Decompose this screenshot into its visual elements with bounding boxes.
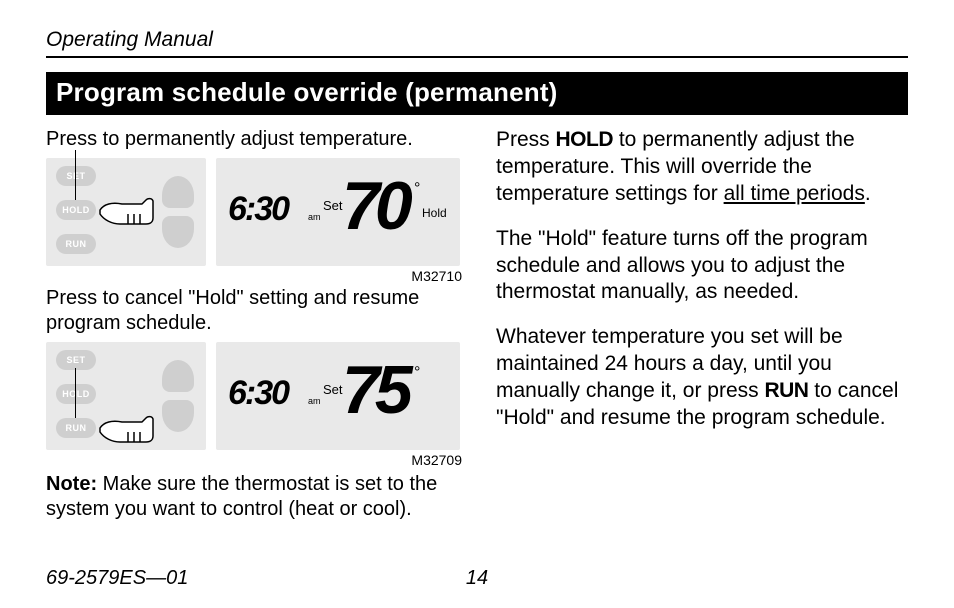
display-degree-icon: ° — [414, 364, 420, 382]
display-temperature: 70 — [342, 172, 408, 240]
figure-2: SET HOLD RUN 6:30 am Set 75 — [46, 342, 466, 450]
doc-number: 69-2579ES—01 — [46, 567, 188, 589]
right-column: Press HOLD to permanently adjust the tem… — [496, 127, 908, 522]
display-set-label: Set — [323, 198, 343, 213]
paragraph-1: Press HOLD to permanently adjust the tem… — [496, 127, 908, 208]
display-degree-icon: ° — [414, 180, 420, 198]
hold-button[interactable]: HOLD — [56, 200, 96, 220]
manual-page: Operating Manual Program schedule overri… — [0, 0, 954, 608]
set-button[interactable]: SET — [56, 350, 96, 370]
instruction-2: Press to cancel "Hold" setting and resum… — [46, 286, 466, 336]
display-time: 6:30 — [228, 374, 288, 413]
thermostat-display-panel: 6:30 am Set 70 ° Hold — [216, 158, 460, 266]
thermostat-buttons-panel: SET HOLD RUN — [46, 342, 206, 450]
paragraph-3: Whatever temperature you set will be mai… — [496, 324, 908, 432]
hold-button[interactable]: HOLD — [56, 384, 96, 404]
page-number: 14 — [466, 567, 488, 590]
display-ampm: am — [308, 396, 321, 406]
running-head: Operating Manual — [46, 28, 908, 58]
section-title: Program schedule override (permanent) — [46, 72, 908, 115]
display-ampm: am — [308, 212, 321, 222]
display-set-label: Set — [323, 382, 343, 397]
set-button[interactable]: SET — [56, 166, 96, 186]
left-column: Press to permanently adjust temperature.… — [46, 127, 466, 522]
note-label: Note: — [46, 473, 97, 495]
figure-1: SET HOLD RUN 6:30 am Set 70 — [46, 158, 466, 266]
pointing-hand-icon — [98, 190, 168, 230]
temp-up-button[interactable] — [162, 360, 194, 392]
figure-2-ref: M32709 — [46, 452, 462, 468]
display-time: 6:30 — [228, 190, 288, 229]
run-button[interactable]: RUN — [56, 234, 96, 254]
content-columns: Press to permanently adjust temperature.… — [46, 127, 908, 522]
all-time-periods: all time periods — [724, 182, 865, 205]
note-body: Make sure the thermostat is set to the s… — [46, 473, 437, 520]
run-keyword: RUN — [764, 379, 808, 402]
page-footer: 69-2579ES—01 14 — [46, 567, 908, 590]
pointing-hand-icon — [98, 408, 168, 448]
note-text: Note: Make sure the thermostat is set to… — [46, 472, 466, 522]
paragraph-2: The "Hold" feature turns off the program… — [496, 226, 908, 307]
figure-1-ref: M32710 — [46, 268, 462, 284]
display-temperature: 75 — [342, 356, 408, 424]
thermostat-display-panel: 6:30 am Set 75 ° — [216, 342, 460, 450]
display-hold-label: Hold — [422, 206, 447, 220]
instruction-1: Press to permanently adjust temperature. — [46, 127, 466, 152]
hold-keyword: HOLD — [556, 128, 614, 151]
run-button[interactable]: RUN — [56, 418, 96, 438]
thermostat-buttons-panel: SET HOLD RUN — [46, 158, 206, 266]
